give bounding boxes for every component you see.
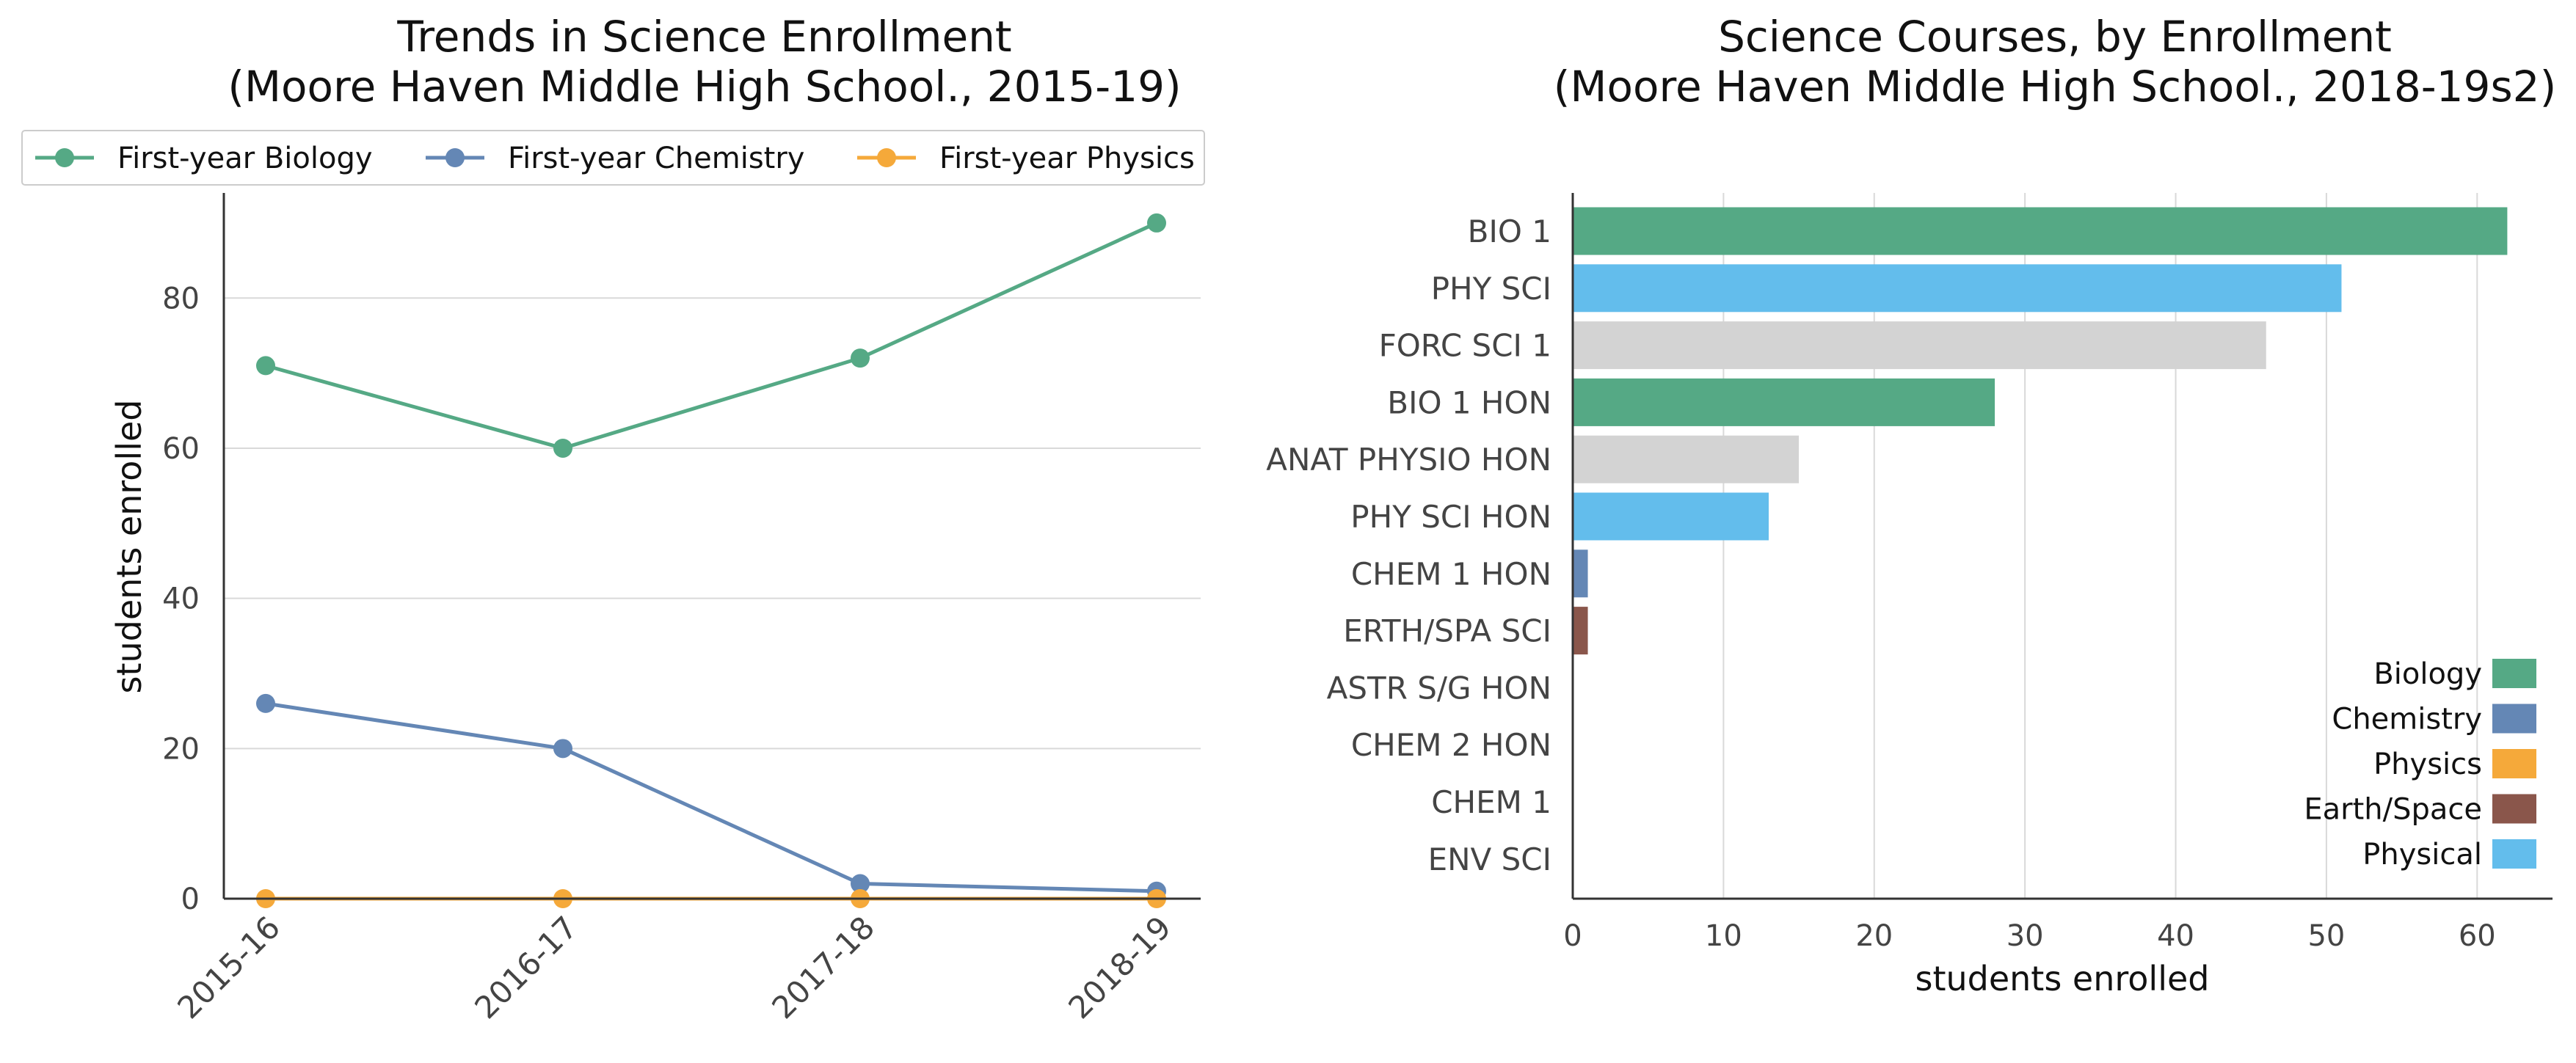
bar-chart-title: Science Courses, by Enrollment <box>1718 12 2392 62</box>
y-tick-label: 0 <box>181 883 200 916</box>
y-tick-label: 40 <box>162 582 200 616</box>
bar <box>1573 321 2266 370</box>
bars <box>1573 207 2508 655</box>
legend-swatch <box>2492 749 2536 778</box>
x-tick-label: 0 <box>1563 919 1582 953</box>
bar <box>1573 549 1588 598</box>
category-label: PHY SCI HON <box>1350 499 1551 535</box>
bar <box>1573 607 1588 655</box>
line-chart-ylabel: students enrolled <box>109 400 149 694</box>
series-line <box>265 221 1158 450</box>
legend-marker <box>877 148 896 167</box>
category-label: PHY SCI <box>1431 271 1551 307</box>
data-point <box>553 739 572 759</box>
bar <box>1573 264 2342 313</box>
category-label: ANAT PHYSIO HON <box>1266 442 1551 478</box>
legend-swatch <box>2492 659 2536 688</box>
category-label: CHEM 1 HON <box>1351 556 1551 592</box>
bar-chart-legend: Biology Chemistry Physics Earth/Space Physic… <box>2304 657 2536 872</box>
data-point <box>553 438 572 458</box>
category-label: ASTR S/G HON <box>1327 670 1551 706</box>
legend-frame <box>21 130 1205 186</box>
legend-label: Physical <box>2362 838 2482 872</box>
data-point <box>256 356 275 376</box>
legend-label: First-year Biology <box>117 142 373 175</box>
y-tick-label: 60 <box>162 432 200 466</box>
category-labels: BIO 1 PHY SCI FORC SCI 1 BIO 1 HON ANAT PHYS… <box>1266 213 1551 877</box>
line-chart-title: Trends in Science Enrollment <box>396 12 1011 62</box>
category-label: ENV SCI <box>1428 841 1551 877</box>
y-gridlines <box>224 297 1201 750</box>
legend-label: Earth/Space <box>2304 793 2482 827</box>
legend-marker <box>55 148 74 167</box>
bar-chart-xlabel: students enrolled <box>1915 959 2210 998</box>
line-chart-legend: First-year Biology First-year Chemistry Fi… <box>21 130 1205 186</box>
legend-label: Biology <box>2373 657 2482 691</box>
legend-swatch <box>2492 704 2536 734</box>
data-point <box>1147 213 1166 233</box>
x-tick-labels: 0 10 20 30 40 50 60 <box>1563 919 2495 953</box>
x-tick-label: 20 <box>1855 919 1893 953</box>
x-tick-label: 60 <box>2459 919 2496 953</box>
data-point <box>851 874 870 894</box>
line-chart-subtitle: (Moore Haven Middle High School., 2015-1… <box>228 62 1181 112</box>
category-label: BIO 1 <box>1468 213 1551 249</box>
series-line <box>265 701 1157 894</box>
x-tick-label: 40 <box>2157 919 2194 953</box>
legend-marker <box>445 148 465 167</box>
legend-label: First-year Chemistry <box>508 142 804 175</box>
bar-chart: Science Courses, by Enrollment (Moore Ha… <box>1266 12 2556 998</box>
bar-chart-subtitle: (Moore Haven Middle High School., 2018-1… <box>1554 62 2556 112</box>
legend-label: Physics <box>2373 748 2482 781</box>
data-point <box>851 348 870 368</box>
category-label: CHEM 2 HON <box>1351 727 1551 763</box>
y-tick-labels: 0 20 40 60 80 <box>162 282 200 916</box>
x-tick-label: 50 <box>2307 919 2345 953</box>
bar <box>1573 207 2508 255</box>
x-tick-label: 10 <box>1705 919 1742 953</box>
bar <box>1573 378 1995 426</box>
bar <box>1573 435 1800 483</box>
y-tick-label: 80 <box>162 282 200 315</box>
y-tick-label: 20 <box>162 732 200 766</box>
bar <box>1573 492 1769 541</box>
legend-label: First-year Physics <box>939 142 1195 175</box>
category-label: ERTH/SPA SCI <box>1343 613 1551 649</box>
legend-label: Chemistry <box>2332 703 2482 737</box>
category-label: CHEM 1 <box>1431 784 1551 820</box>
category-label: BIO 1 HON <box>1387 384 1551 420</box>
line-chart: Trends in Science Enrollment (Moore Have… <box>21 12 1205 1026</box>
legend-swatch <box>2492 839 2536 869</box>
category-label: FORC SCI 1 <box>1379 328 1551 364</box>
legend-swatch <box>2492 794 2536 824</box>
data-point <box>256 693 275 713</box>
x-tick-label: 30 <box>2006 919 2044 953</box>
